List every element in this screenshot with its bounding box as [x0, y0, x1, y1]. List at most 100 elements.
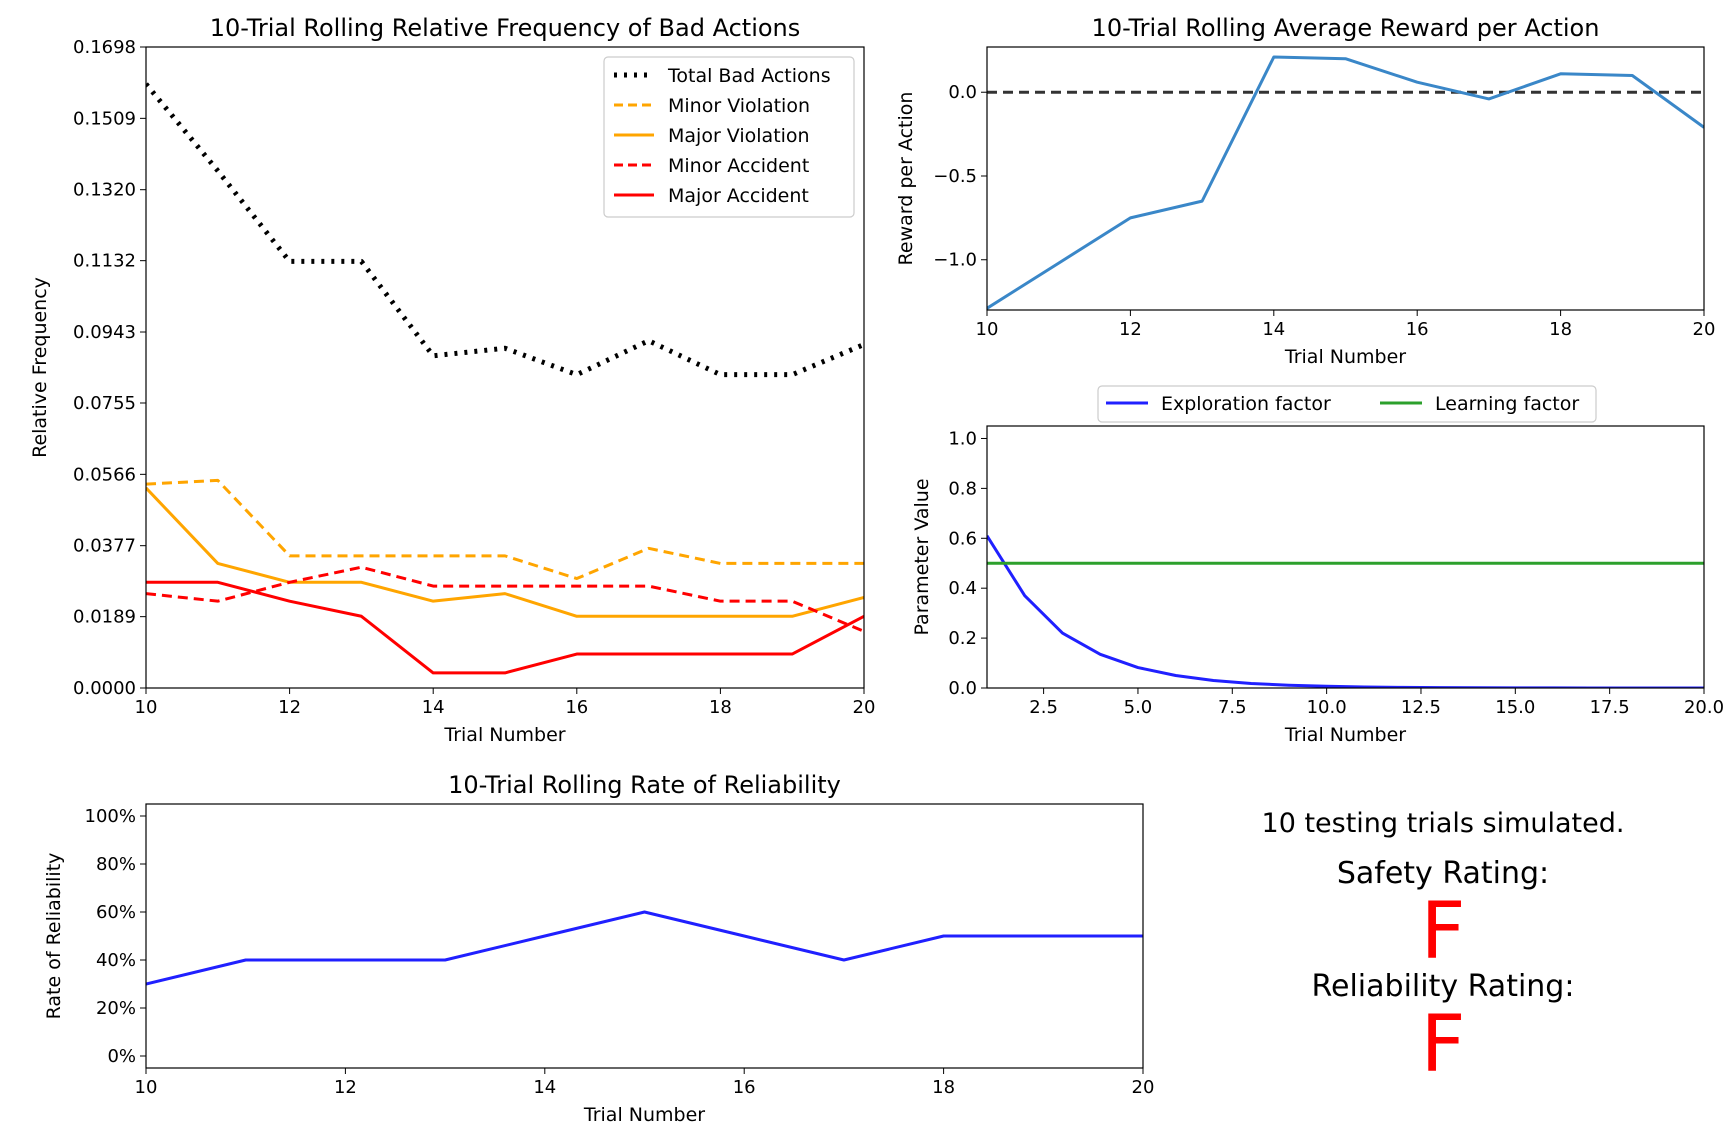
y-tick-label: 20% — [96, 998, 136, 1019]
x-tick-label: 14 — [422, 697, 445, 718]
chart-title: 10-Trial Rolling Rate of Reliability — [448, 771, 841, 799]
y-tick-label: 0.0377 — [73, 536, 136, 557]
y-tick-label: 0.6 — [948, 528, 977, 549]
x-tick-label: 15.0 — [1495, 697, 1535, 718]
legend-entry: Learning factor — [1435, 393, 1579, 415]
y-tick-label: 40% — [96, 950, 136, 971]
y-tick-label: 80% — [96, 854, 136, 875]
y-tick-label: 1.0 — [948, 428, 977, 449]
safety-rating-grade: F — [1421, 887, 1466, 977]
y-tick-label: 0.0755 — [73, 393, 136, 414]
y-axis-label: Relative Frequency — [29, 277, 51, 458]
reward-chart: 10-Trial Rolling Average Reward per Acti… — [895, 14, 1715, 368]
y-tick-label: 0.0000 — [73, 678, 136, 699]
y-tick-label: 0% — [107, 1046, 136, 1067]
y-tick-label: 0.0 — [948, 678, 977, 699]
y-axis-label: Reward per Action — [895, 92, 917, 266]
y-tick-label: 0.1509 — [73, 108, 136, 129]
x-axis-label: Trial Number — [443, 724, 565, 746]
legend: Total Bad Actions Minor Violation Major Vi… — [603, 56, 855, 218]
series-1-line — [146, 910, 1143, 986]
x-tick-label: 20 — [853, 697, 876, 718]
legend-box — [1097, 385, 1597, 423]
legend-entry: Major Accident — [668, 185, 809, 207]
y-tick-label: 60% — [96, 902, 136, 923]
y-tick-label: 0.1698 — [73, 37, 136, 58]
y-axis-label: Parameter Value — [911, 478, 933, 635]
bad-actions-chart: 10-Trial Rolling Relative Frequency of B… — [29, 14, 875, 746]
major-accident-line — [146, 580, 864, 675]
x-axis-label: Trial Number — [1284, 724, 1406, 746]
x-tick-label: 20 — [1132, 1077, 1155, 1098]
plot-frame — [145, 803, 1144, 1069]
x-tick-label: 5.0 — [1124, 697, 1153, 718]
chart-title: 10-Trial Rolling Relative Frequency of B… — [210, 14, 801, 42]
x-tick-label: 7.5 — [1218, 697, 1247, 718]
reliability-rating-grade: F — [1421, 1000, 1466, 1090]
y-tick-label: 0.0 — [948, 82, 977, 103]
y-tick-label: −1.0 — [933, 250, 977, 271]
parameter-chart: 2.5 5.0 7.5 10.0 12.5 15.0 17.5 20.0 0.0 0.2 0.4 0.… — [911, 385, 1724, 746]
exploration-factor-line — [987, 534, 1704, 688]
plot-area — [987, 55, 1704, 310]
x-tick-label: 16 — [1406, 319, 1429, 340]
minor-violation-line — [146, 478, 864, 581]
series-1-line — [987, 55, 1704, 310]
y-tick-label: 0.1320 — [73, 180, 136, 201]
legend-entry: Major Violation — [668, 125, 810, 147]
legend: Exploration factor Learning factor — [1097, 385, 1597, 423]
plot-frame — [986, 46, 1705, 311]
y-tick-label: 100% — [85, 806, 136, 827]
plot-area — [146, 82, 864, 675]
x-tick-label: 10 — [976, 319, 999, 340]
x-tick-label: 12.5 — [1401, 697, 1441, 718]
y-tick-label: 0.2 — [948, 628, 977, 649]
total-bad-actions-line — [146, 82, 864, 378]
legend-entry: Exploration factor — [1161, 393, 1331, 415]
plot-frame — [986, 425, 1705, 689]
x-tick-label: 12 — [1119, 319, 1142, 340]
x-tick-label: 10.0 — [1307, 697, 1347, 718]
x-tick-label: 14 — [1262, 319, 1285, 340]
x-tick-label: 20.0 — [1684, 697, 1724, 718]
legend-entry: Minor Accident — [668, 155, 809, 177]
y-tick-label: 0.4 — [948, 578, 977, 599]
x-tick-label: 10 — [135, 1077, 158, 1098]
reliability-chart: 10-Trial Rolling Rate of Reliability 10 12… — [43, 771, 1154, 1126]
x-tick-label: 20 — [1693, 319, 1716, 340]
x-tick-label: 16 — [565, 697, 588, 718]
x-tick-label: 2.5 — [1029, 697, 1058, 718]
legend-entry: Minor Violation — [668, 95, 810, 117]
x-tick-label: 14 — [533, 1077, 556, 1098]
legend-entry: Total Bad Actions — [667, 65, 831, 87]
y-tick-label: 0.0943 — [73, 322, 136, 343]
y-axis-label: Rate of Reliability — [43, 853, 65, 1020]
minor-accident-line — [146, 565, 864, 633]
safety-rating-label: Safety Rating: — [1337, 856, 1549, 891]
legend-box — [603, 56, 855, 218]
x-tick-label: 17.5 — [1590, 697, 1630, 718]
x-axis-label: Trial Number — [583, 1104, 705, 1126]
y-tick-label: 0.8 — [948, 478, 977, 499]
x-tick-label: 18 — [932, 1077, 955, 1098]
summary-panel: 10 testing trials simulated. Safety Rati… — [1262, 808, 1625, 1090]
x-tick-label: 12 — [334, 1077, 357, 1098]
x-tick-label: 12 — [278, 697, 301, 718]
y-tick-label: 0.1132 — [73, 251, 136, 272]
x-tick-label: 16 — [733, 1077, 756, 1098]
plot-area — [146, 910, 1143, 986]
plot-frame — [145, 46, 865, 689]
plot-area — [987, 534, 1704, 688]
y-tick-label: 0.0189 — [73, 607, 136, 628]
reliability-rating-label: Reliability Rating: — [1312, 969, 1575, 1004]
major-violation-line — [146, 486, 864, 618]
x-tick-label: 18 — [1549, 319, 1572, 340]
x-axis-label: Trial Number — [1284, 346, 1406, 368]
x-tick-label: 18 — [709, 697, 732, 718]
y-tick-label: −0.5 — [933, 166, 977, 187]
y-tick-label: 0.0566 — [73, 464, 136, 485]
trials-simulated-text: 10 testing trials simulated. — [1262, 808, 1625, 839]
x-tick-label: 10 — [135, 697, 158, 718]
chart-title: 10-Trial Rolling Average Reward per Acti… — [1092, 14, 1600, 42]
